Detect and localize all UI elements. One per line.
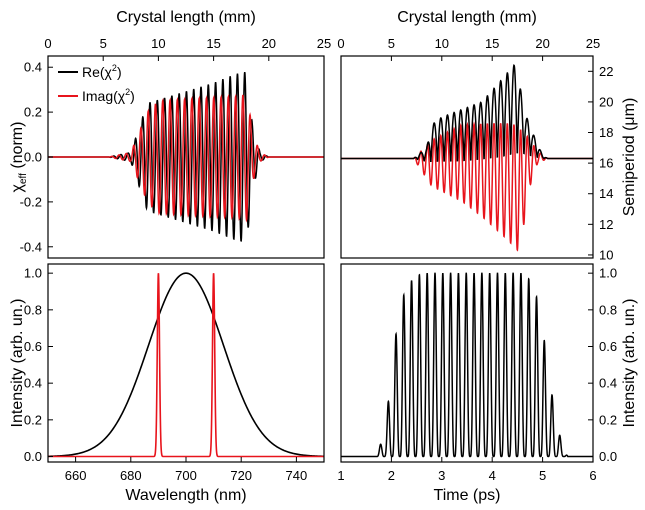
- time-x-tick-label: 4: [489, 468, 496, 483]
- time-ticks: 1 2 3 4 5 60.0 0.2 0.4 0.6 0.8 1.0: [337, 266, 617, 483]
- panel-chi-eff: Crystal length (mm) 0 5 10 15 20 25 -0.4 -0.2 0.…: [9, 9, 332, 259]
- chi-unit: (norm): [9, 122, 26, 174]
- spectrum-x-tick-label: 660: [65, 468, 87, 483]
- chi-eff-ticks: 0 5 10 15 20 25 -0.4 -0.2 0.0 0.2 0.4: [20, 36, 332, 254]
- legend: Re(χ2) Imag(χ2): [58, 63, 135, 104]
- spectrum-y-tick-label: 0.4: [24, 376, 42, 391]
- panel-spectrum: 660 680 700 720 740 0.0 0.2 0.4 0.6 0.8 1.0 Wavele…: [9, 263, 325, 504]
- semiperiod-y-label: Semiperiod (μm): [621, 98, 638, 217]
- time-y-tick-label: 0.2: [599, 412, 617, 427]
- semiperiod-y-tick-label: 20: [599, 94, 613, 109]
- semiperiod-y-tick-label: 10: [599, 247, 613, 262]
- time-x-tick-label: 1: [337, 468, 344, 483]
- top-axis-right-tick-label: 20: [535, 36, 549, 51]
- time-y-tick-label: 0.6: [599, 339, 617, 354]
- semiperiod-y-tick-label: 16: [599, 156, 613, 171]
- top-axis-left-tick-label: 5: [100, 36, 107, 51]
- top-axis-right-tick-label: 0: [337, 36, 344, 51]
- semiperiod-y-tick-label: 12: [599, 217, 613, 232]
- chi-eff-y-tick-label: -0.2: [20, 194, 42, 209]
- chi-eff-series: [48, 72, 324, 242]
- legend-label-re: Re(χ2): [82, 63, 122, 80]
- chi-eff-y-tick-label: 0.4: [24, 60, 42, 75]
- series-line-spectral-lines: [48, 273, 324, 458]
- top-axis-title-right: Crystal length (mm): [397, 9, 537, 26]
- time-x-tick-label: 2: [388, 468, 395, 483]
- chi-eff-y-tick-label: 0.0: [24, 150, 42, 165]
- spectrum-y-tick-label: 0.2: [24, 412, 42, 427]
- time-x-tick-label: 6: [589, 468, 596, 483]
- top-axis-left-tick-label: 0: [44, 36, 51, 51]
- top-axis-right-tick-label: 5: [388, 36, 395, 51]
- top-axis-right-tick-label: 15: [485, 36, 499, 51]
- panel-time: 1 2 3 4 5 60.0 0.2 0.4 0.6 0.8 1.0 Time (ps) Inten…: [337, 263, 638, 504]
- spectrum-ticks: 660 680 700 720 740 0.0 0.2 0.4 0.6 0.8 1.0: [24, 266, 307, 483]
- semiperiod-y-tick-label: 22: [599, 64, 613, 79]
- chi-eff-y-tick-label: 0.2: [24, 105, 42, 120]
- spectrum-x-tick-label: 680: [120, 468, 142, 483]
- spectrum-y-tick-label: 0.6: [24, 339, 42, 354]
- chi-eff-y-label: χeff (norm): [9, 122, 29, 193]
- series-line-black: [341, 63, 593, 163]
- plot-frame-spectrum: [47, 263, 325, 463]
- spectrum-y-tick-label: 1.0: [24, 266, 42, 281]
- panel-semiperiod: Crystal length (mm) 0 5 10 15 20 25 10 12 14 16 18…: [337, 9, 638, 262]
- time-x-label: Time (ps): [434, 487, 501, 504]
- series-line-gaussian: [48, 272, 324, 458]
- spectrum-series: [48, 272, 324, 458]
- series-line-red: [341, 121, 593, 252]
- top-axis-left-tick-label: 25: [317, 36, 331, 51]
- plot-frame-time: [340, 263, 594, 463]
- legend-label-imag: Imag(χ2): [82, 87, 135, 104]
- top-axis-right-tick-label: 10: [435, 36, 449, 51]
- time-x-tick-label: 5: [539, 468, 546, 483]
- top-axis-left-tick-label: 15: [206, 36, 220, 51]
- spectrum-x-tick-label: 720: [230, 468, 252, 483]
- chi-subscript: eff: [18, 173, 29, 184]
- top-axis-right-tick-label: 25: [586, 36, 600, 51]
- spectrum-y-tick-label: 0.8: [24, 302, 42, 317]
- time-y-tick-label: 1.0: [599, 266, 617, 281]
- spectrum-y-tick-label: 0.0: [24, 449, 42, 464]
- time-y-tick-label: 0.4: [599, 376, 617, 391]
- time-y-tick-label: 0.0: [599, 449, 617, 464]
- semiperiod-ticks: 0 5 10 15 20 25 10 12 14 16 18 20 22: [337, 36, 613, 262]
- spectrum-y-label: Intensity (arb. un.): [9, 299, 26, 428]
- chi-eff-y-tick-label: -0.4: [20, 239, 42, 254]
- spectrum-x-tick-label: 740: [286, 468, 308, 483]
- time-series: [341, 272, 593, 458]
- chi-symbol: χ: [9, 183, 26, 192]
- semiperiod-series: [341, 63, 593, 252]
- spectrum-x-tick-label: 700: [175, 468, 197, 483]
- top-axis-title-left: Crystal length (mm): [116, 9, 256, 26]
- time-y-label: Intensity (arb. un.): [621, 299, 638, 428]
- series-line-pulse-train: [341, 272, 593, 458]
- time-y-tick-label: 0.8: [599, 302, 617, 317]
- top-axis-left-tick-label: 20: [262, 36, 276, 51]
- time-x-tick-label: 3: [438, 468, 445, 483]
- semiperiod-y-tick-label: 18: [599, 125, 613, 140]
- top-axis-left-tick-label: 10: [151, 36, 165, 51]
- semiperiod-y-tick-label: 14: [599, 186, 613, 201]
- plot-frame-semiperiod: [340, 55, 594, 259]
- spectrum-x-label: Wavelength (nm): [125, 487, 246, 504]
- series-line-imag: [48, 93, 324, 223]
